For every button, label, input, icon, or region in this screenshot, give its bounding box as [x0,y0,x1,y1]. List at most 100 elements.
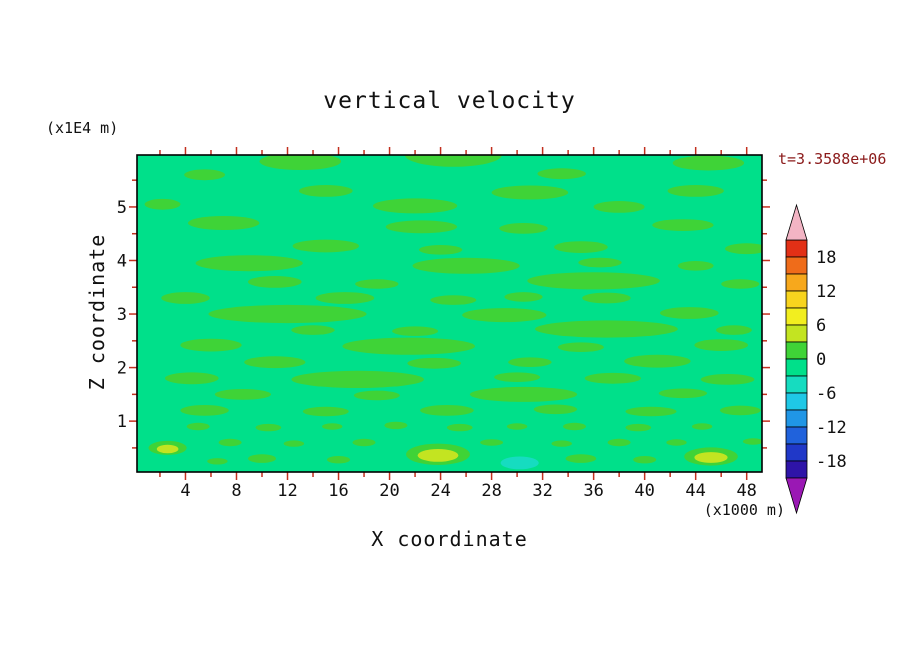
contour-blob-g [624,354,691,368]
contour-blob-g [283,440,305,447]
colorbar-label: -18 [816,452,847,472]
contour-blob-g [144,198,181,210]
contour-blob-g [404,155,502,167]
contour-blob-g [578,257,622,268]
contour-blob-g [302,406,349,417]
x-tick-label: 44 [685,481,705,501]
contour-blob-g [188,216,260,230]
contour-blob-g [742,438,762,445]
contour-blob-g [165,372,219,385]
colorbar-segment [785,239,808,258]
contour-blob-g [384,421,408,430]
contour-blob-g [462,308,547,323]
colorbar-label: -6 [816,384,836,404]
contour-blob-c [500,456,539,470]
colorbar-segment [785,392,808,411]
contour-blob-g [694,339,748,351]
contour-blob-g [446,423,473,432]
contour-blob-g [208,304,367,324]
colorbar-segment [785,290,808,309]
x-tick-label: 8 [231,481,241,501]
contour-blob-g [214,389,271,400]
contour-blob-g [418,245,463,255]
colorbar-label: 12 [816,282,836,302]
contour-blob-g [584,372,641,384]
contour-blob-g [633,456,657,464]
contour-blob-g [563,422,586,431]
contour-blob-g [625,423,652,432]
contour-blob-g [291,325,335,335]
colorbar-label: 18 [816,248,836,268]
z-tick-label: 4 [117,251,127,271]
contour-blob-g [677,261,714,271]
contour-blob-g [660,307,719,319]
x-tick-label: 12 [277,481,297,501]
contour-blob-g [535,320,678,338]
x-tick-label: 40 [634,481,654,501]
chart-title: vertical velocity [323,88,576,114]
contour-blob-g [658,388,708,399]
x-axis-title: X coordinate [371,527,528,551]
contour-blob-g [480,439,504,446]
contour-blob-g [666,439,687,446]
colorbar-segment [785,341,808,360]
contour-blob-g [533,404,578,415]
contour-blob-g [625,406,677,417]
x-tick-label: 32 [532,481,552,501]
contour-blob-g [508,357,552,368]
contour-blob-g [322,423,343,430]
time-annotation: t=3.3588e+06 [778,150,887,168]
colorbar-top-arrow [785,203,808,241]
colorbar-segment [785,324,808,343]
contour-blob-g [292,239,359,253]
contour-blob-g [721,279,760,289]
contour-blob-g [469,386,578,402]
contour-blob-g [491,185,569,200]
contour-blob-g [700,374,755,385]
contour-blob-g [327,456,350,464]
contour-blob-g [537,168,586,180]
colorbar-segment [785,358,808,377]
contour-blob-g [494,372,541,383]
contour-blob-g [255,423,282,432]
contour-blob-g [593,201,645,213]
contour-blob-g [180,405,229,416]
colorbar-segment [785,307,808,326]
contour-blob-y [694,452,728,463]
z-axis-units-label: (x1E4 m) [46,119,119,137]
colorbar-bottom-arrow [785,477,808,515]
contour-blob-g [551,440,572,447]
z-tick-label: 1 [117,412,127,432]
contour-blob-y [156,444,179,454]
x-tick-label: 20 [379,481,399,501]
contour-blob-g [412,257,520,274]
contour-blob-g [247,276,302,288]
contour-blob-g [719,405,761,416]
contour-blob-g [207,458,228,465]
contour-blob-g [315,292,375,304]
contour-blob-g [672,155,745,171]
contour-blob-g [342,337,476,355]
colorbar-label: 0 [816,350,826,370]
contour-blob-g [506,423,528,430]
contour-blob-g [195,255,303,272]
contour-blob-g [430,295,477,305]
contour-blob-g [248,454,276,463]
contour-blob-g [725,243,762,255]
contour-blob-g [527,272,660,290]
contour-blob-g [161,292,210,304]
contour-blob-g [716,325,752,335]
colorbar-segment [785,460,808,479]
contour-blob-g [355,279,399,289]
contour-blob-g [299,185,353,197]
contour-blob-g [407,357,462,369]
colorbar-segment [785,273,808,292]
contour-blob-g [385,220,458,234]
contour-blob-g [259,155,342,170]
contour-blob-g [420,405,474,416]
colorbar-segment [785,426,808,445]
contour-blob-g [557,342,604,353]
contour-blob-g [180,338,242,352]
x-tick-label: 28 [481,481,501,501]
contour-blob-g [652,219,714,232]
